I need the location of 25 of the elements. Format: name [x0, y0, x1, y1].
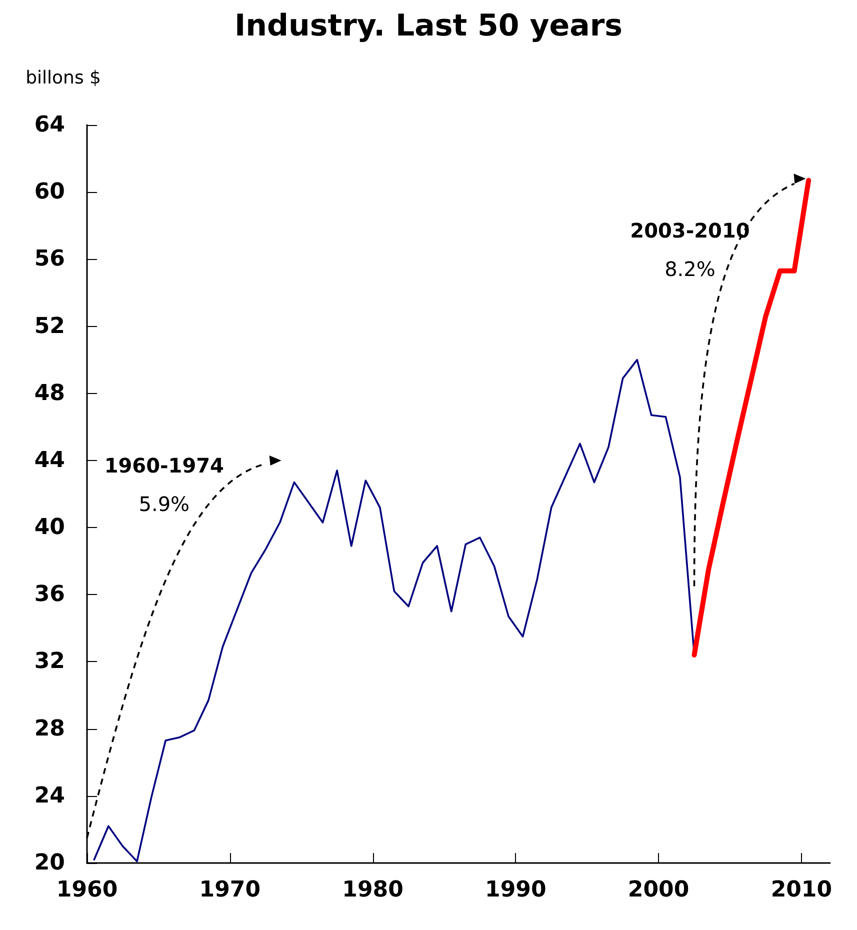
annotation: 8.2% [664, 257, 716, 282]
y-tick-label: 32 [34, 649, 65, 674]
y-axis-title: billons $ [26, 68, 101, 88]
x-tick-label: 1990 [485, 878, 546, 902]
x-tick-label: 1970 [199, 878, 260, 902]
y-tick-label: 24 [34, 783, 65, 808]
x-tick-label: 2000 [628, 878, 690, 902]
y-tick-label: 36 [34, 582, 65, 608]
x-tick-label: 1960 [56, 878, 118, 902]
y-tick-label: 64 [34, 112, 65, 138]
x-tick-label: 2010 [770, 878, 832, 902]
y-tick-label: 44 [34, 448, 65, 473]
y-tick-label: 20 [34, 850, 65, 876]
y-tick-label: 48 [34, 380, 65, 406]
y-tick-label: 40 [34, 515, 65, 540]
annotation: 1960-1974 [104, 453, 224, 478]
line-series [93, 358, 696, 862]
x-tick-label: 1980 [342, 878, 404, 902]
y-tick-label: 60 [34, 180, 65, 205]
annotation: 5.9% [138, 492, 190, 516]
y-tick-label: 28 [34, 716, 65, 742]
y-tick-label: 52 [34, 314, 65, 339]
y-tick-label: 56 [34, 246, 65, 272]
chart-title: Industry. Last 50 years [234, 8, 622, 44]
annotation: 2003-2010 [630, 218, 750, 243]
